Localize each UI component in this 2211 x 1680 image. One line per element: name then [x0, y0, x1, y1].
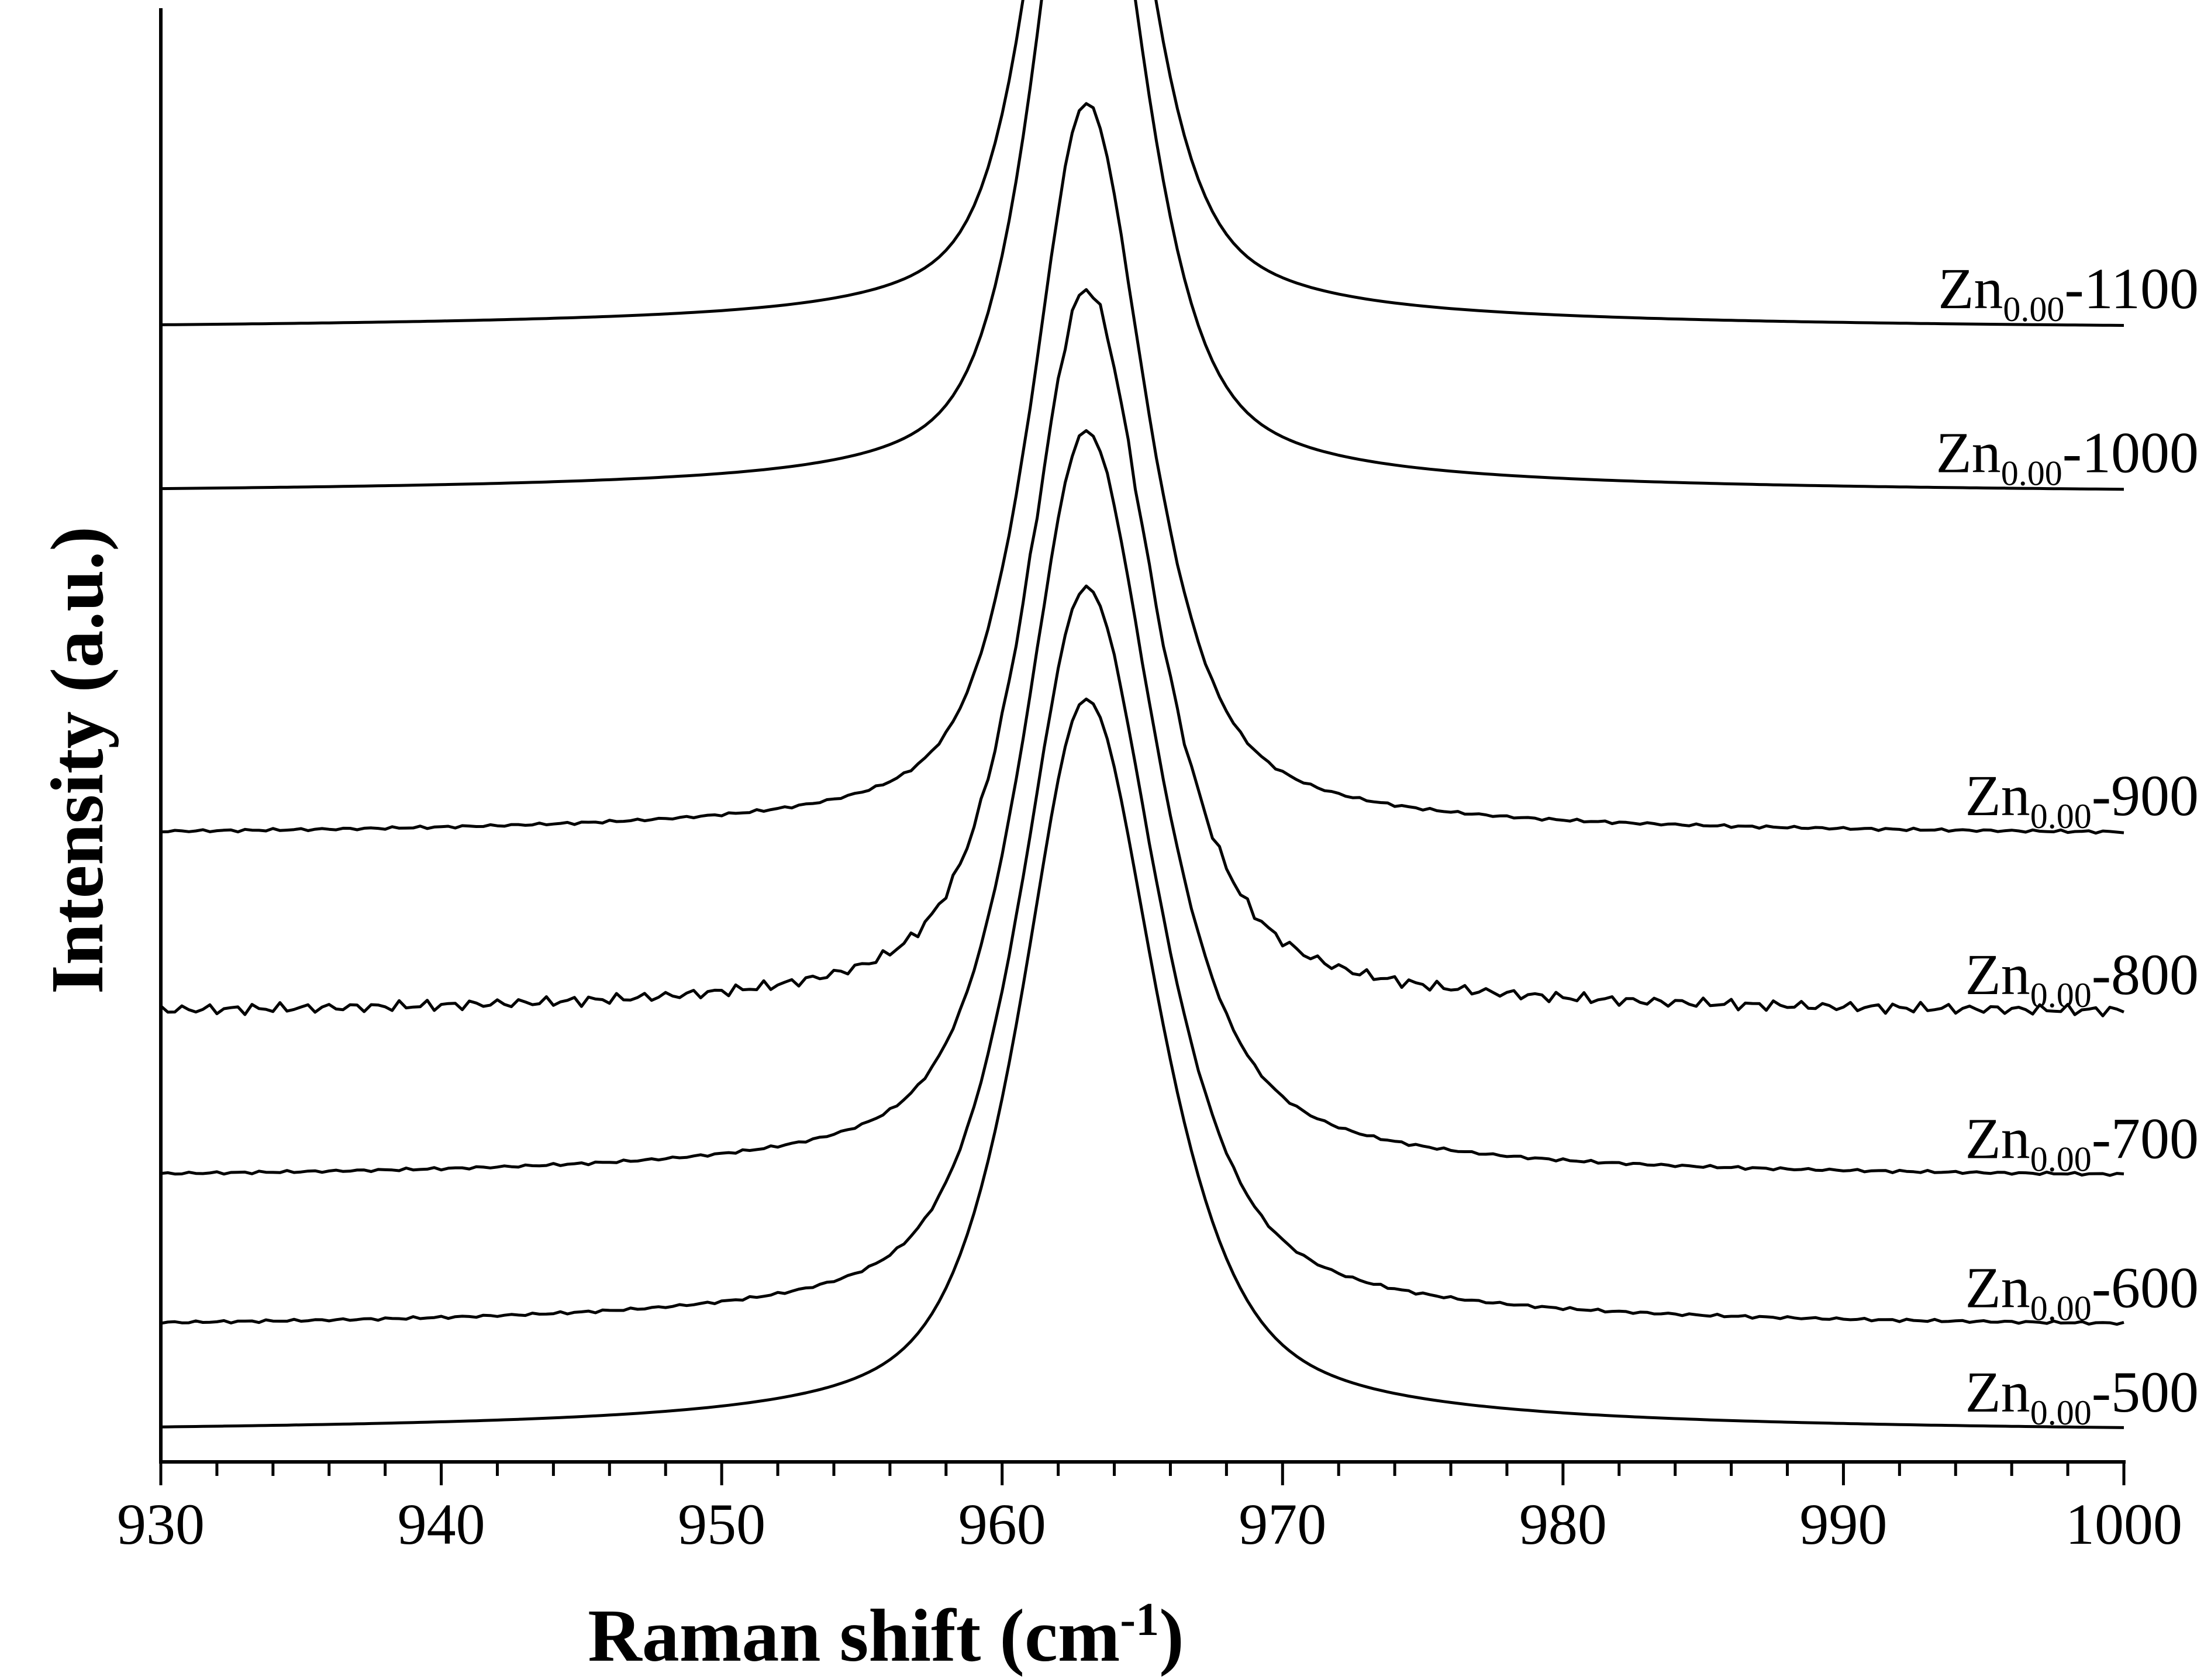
series-label: Zn0.00-600 — [1965, 1255, 2199, 1328]
series-label-suffix: -500 — [2092, 1360, 2199, 1424]
series-label-suffix: -1000 — [2062, 420, 2199, 485]
series-label-base: Zn — [1965, 942, 2030, 1007]
series-label: Zn0.00-1000 — [1936, 420, 2199, 493]
series-line — [160, 429, 2124, 1177]
series-label-suffix: -600 — [2092, 1255, 2199, 1320]
series-label-base: Zn — [1936, 420, 2001, 485]
x-tick-label: 930 — [117, 1492, 205, 1557]
series-line — [160, 584, 2124, 1326]
series-label-base: Zn — [1965, 1106, 2030, 1171]
series-label: Zn0.00-900 — [1965, 763, 2199, 836]
series-label-suffix: -700 — [2092, 1106, 2199, 1171]
x-tick-label: 990 — [1799, 1492, 1887, 1557]
series-label: Zn0.00-800 — [1965, 942, 2199, 1015]
x-tick-label: 940 — [398, 1492, 485, 1557]
series-line — [160, 102, 2124, 835]
series-line — [160, 0, 2124, 327]
series-line — [160, 0, 2124, 491]
series-label: Zn0.00-500 — [1965, 1360, 2199, 1432]
series-label-base: Zn — [1965, 763, 2030, 828]
series-label-sub: 0.00 — [2001, 454, 2062, 493]
series-label-sub: 0.00 — [2030, 1393, 2092, 1432]
x-ticks: 930 940 950 960 970 980 990 1000 — [117, 1462, 2182, 1557]
x-tick-label: 970 — [1239, 1492, 1326, 1557]
series-line — [160, 288, 2124, 1017]
axes — [159, 8, 2126, 1464]
x-tick-label: 960 — [958, 1492, 1046, 1557]
series-label-sub: 0.00 — [2030, 1140, 2092, 1179]
series-label-suffix: -900 — [2092, 763, 2199, 828]
series-lines — [160, 0, 2124, 1429]
series-label: Zn0.00-700 — [1965, 1106, 2199, 1179]
series-label-base: Zn — [1965, 1360, 2030, 1424]
x-axis-title-sup: -1 — [1120, 1594, 1159, 1645]
series-label-suffix: -800 — [2092, 942, 2199, 1007]
series-label-sub: 0.00 — [2030, 1289, 2092, 1328]
series-label-sub: 0.00 — [2030, 797, 2092, 836]
x-tick-label: 980 — [1519, 1492, 1607, 1557]
x-tick-label: 1000 — [2065, 1492, 2182, 1557]
series-label: Zn0.00-1100 — [1938, 256, 2199, 329]
series-label-base: Zn — [1965, 1255, 2030, 1320]
series-labels: Zn0.00-500Zn0.00-600Zn0.00-700Zn0.00-800… — [1936, 256, 2199, 1432]
y-axis-title: Intensity (a.u.) — [36, 526, 119, 994]
x-axis-title: Raman shift (cm-1) — [588, 1594, 1184, 1677]
series-label-sub: 0.00 — [2003, 290, 2064, 329]
x-tick-label: 950 — [678, 1492, 765, 1557]
series-label-suffix: -1100 — [2064, 256, 2199, 321]
x-axis-title-main: Raman shift (cm — [588, 1594, 1120, 1677]
x-axis-title-close: ) — [1159, 1594, 1184, 1677]
series-label-base: Zn — [1938, 256, 2003, 321]
series-line — [160, 697, 2124, 1429]
series-label-sub: 0.00 — [2030, 976, 2092, 1015]
